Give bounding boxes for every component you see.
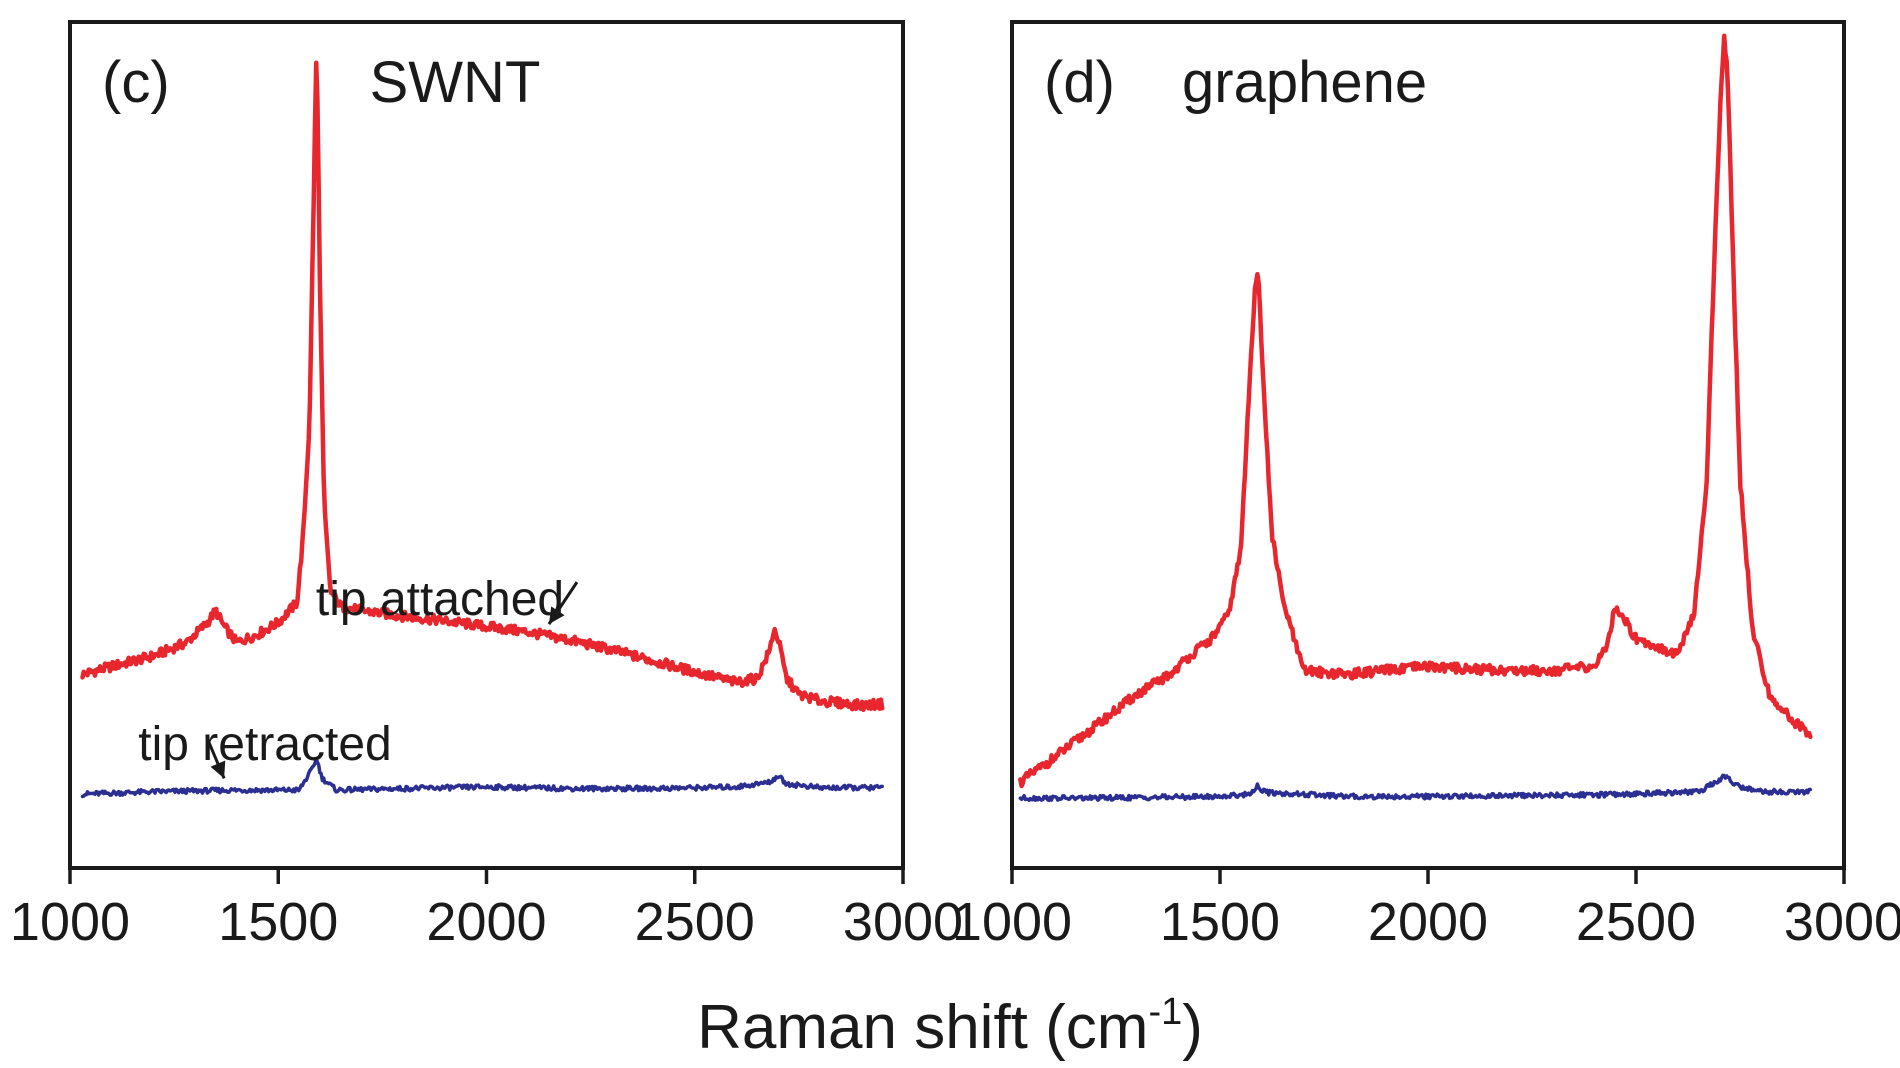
panel-graphene: 1000 1500 2000 2500 3000 (d) graphene [952,20,1900,952]
series-attached-line [1018,33,1813,789]
x-tick-label: 1500 [218,892,338,952]
x-tick-label: 1000 [10,892,130,952]
x-tick-label: 3000 [1784,892,1900,952]
x-axis-label-main: Raman shift (cm [697,993,1148,1062]
series-retracted-line [80,756,884,799]
x-tick-label: 1500 [1160,892,1280,952]
x-tick-label: 2500 [1576,892,1696,952]
sample-title: graphene [1182,50,1427,115]
annotation-arrow-head [548,606,565,625]
sample-title: SWNT [370,50,541,115]
annotation-label: tip attached [316,573,564,626]
panel-swnt: 1000 1500 2000 2500 3000 (c) SWNT tip attached t… [10,20,963,952]
panel-label: (d) [1044,50,1115,115]
x-axis-label-close: ) [1182,993,1203,1062]
annotation-label: tip retracted [138,718,391,771]
x-tick-label: 3000 [843,892,963,952]
panel-label: (c) [102,50,170,115]
x-axis-label-sup: -1 [1148,991,1182,1033]
x-tick-label: 2500 [635,892,755,952]
x-tick-label: 1000 [952,892,1072,952]
annotation-arrow-head [210,760,226,779]
x-axis-label: Raman shift (cm-1) [697,991,1203,1062]
series-attached-line [80,60,885,713]
x-tick-label: 2000 [426,892,546,952]
series-retracted-line [1018,773,1813,803]
x-tick-label: 2000 [1368,892,1488,952]
